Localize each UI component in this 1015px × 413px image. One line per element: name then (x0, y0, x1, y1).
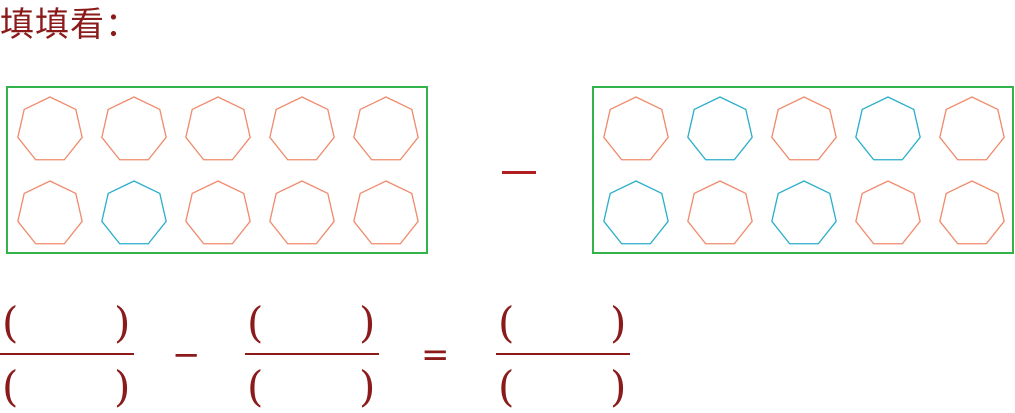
denominator-open-paren: ( (498, 362, 515, 411)
numerator-open-paren: ( (247, 298, 264, 347)
denominator-open-paren: ( (247, 362, 264, 411)
right-heptagon-filled (771, 96, 837, 161)
left-heptagon-filled (269, 180, 335, 245)
right-heptagon-filled (855, 180, 921, 245)
left-heptagon-filled (353, 96, 419, 161)
denominator-open-paren: ( (2, 362, 19, 411)
left-heptagon-grid (17, 96, 419, 245)
denominator-close-paren: ) (359, 362, 376, 411)
denominator-close-paren: ) (610, 362, 627, 411)
numerator-close-paren: ) (359, 298, 376, 347)
denominator-close-paren: ) (114, 362, 131, 411)
minus-sign (502, 171, 536, 174)
left-heptagon-filled (185, 180, 251, 245)
left-heptagon-box (6, 86, 428, 254)
numerator-close-paren: ) (114, 298, 131, 347)
right-heptagon-filled (603, 96, 669, 161)
left-heptagon-filled (185, 96, 251, 161)
equation-minus: − (172, 335, 201, 375)
right-heptagon-empty (603, 180, 669, 245)
right-heptagon-empty (687, 96, 753, 161)
left-heptagon-empty (101, 180, 167, 245)
page-title: 填填看： (0, 5, 140, 45)
numerator-open-paren: ( (498, 298, 515, 347)
left-heptagon-filled (353, 180, 419, 245)
equals-sign: = (421, 335, 450, 375)
right-heptagon-filled (939, 96, 1005, 161)
fraction-1: ( ) ( ) (0, 296, 134, 413)
fraction-bar (245, 353, 379, 355)
right-heptagon-empty (771, 180, 837, 245)
right-heptagon-empty (855, 96, 921, 161)
left-heptagon-filled (101, 96, 167, 161)
right-heptagon-filled (687, 180, 753, 245)
left-heptagon-filled (17, 180, 83, 245)
left-heptagon-filled (269, 96, 335, 161)
fraction-bar (0, 353, 134, 355)
numerator-open-paren: ( (2, 298, 19, 347)
right-heptagon-filled (939, 180, 1005, 245)
right-heptagon-grid (603, 96, 1005, 245)
fraction-3: ( ) ( ) (496, 296, 630, 413)
right-heptagon-box (592, 86, 1014, 254)
numerator-close-paren: ) (610, 298, 627, 347)
fraction-2: ( ) ( ) (245, 296, 379, 413)
fraction-bar (496, 353, 630, 355)
left-heptagon-filled (17, 96, 83, 161)
